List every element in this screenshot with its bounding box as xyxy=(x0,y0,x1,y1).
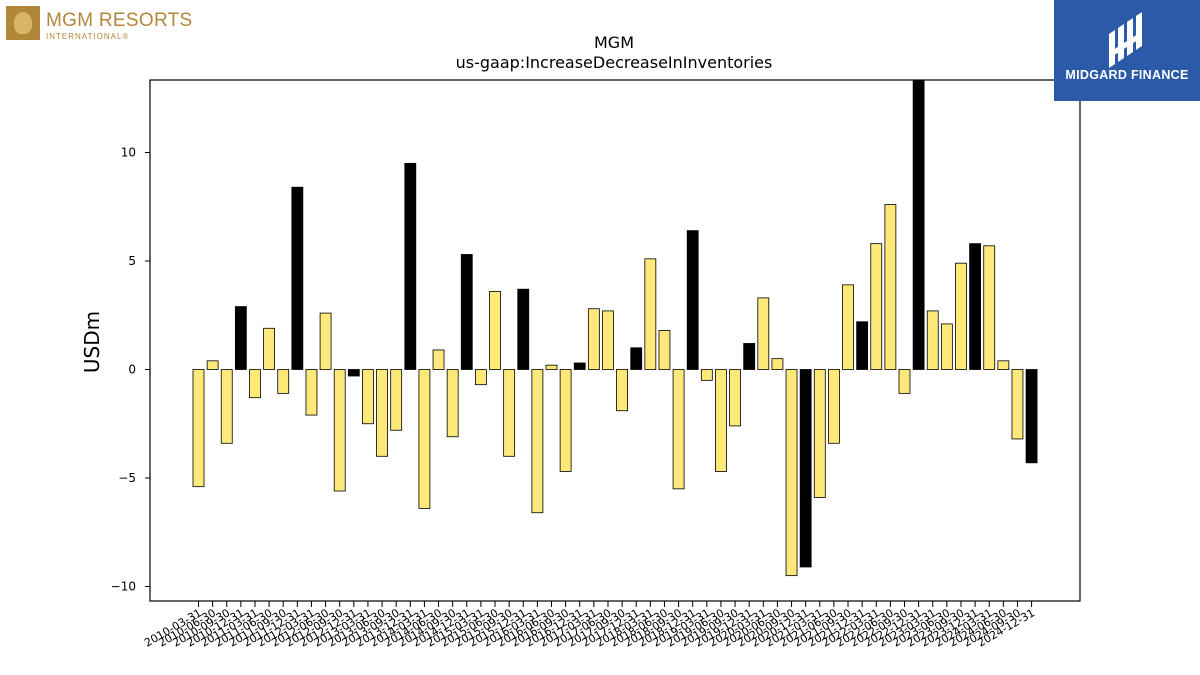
bar-2024-06-30 xyxy=(997,360,1010,370)
bar-2018-03-31 xyxy=(644,258,657,370)
x-axis: 2010-03-312010-06-302010-09-302010-12-31… xyxy=(142,601,1037,650)
bar-2011-12-31 xyxy=(291,186,304,370)
bar-2017-03-31 xyxy=(587,308,600,370)
bar-2021-03-31 xyxy=(813,369,826,498)
logo-brand-name: MIDGARD FINANCE xyxy=(1065,68,1189,82)
bar-2014-12-31 xyxy=(460,254,473,370)
bar-2018-12-31 xyxy=(686,230,699,370)
bar-2012-09-30 xyxy=(333,369,346,492)
bar-2023-12-31 xyxy=(969,243,981,370)
bar-2016-06-30 xyxy=(545,364,558,370)
plot-frame xyxy=(149,79,1081,602)
bar-2010-03-31 xyxy=(192,369,205,488)
bar-2017-12-31 xyxy=(630,347,643,370)
bar-2019-06-30 xyxy=(715,369,727,472)
bar-2018-06-30 xyxy=(658,330,671,370)
bar-2019-09-30 xyxy=(729,369,741,427)
bar-2015-12-31 xyxy=(517,288,530,370)
mgm-resorts-logo: MGM RESORTS INTERNATIONAL® xyxy=(4,4,194,44)
bar-2020-03-31 xyxy=(757,297,770,370)
bar-2010-06-30 xyxy=(206,360,219,370)
bar-2010-09-30 xyxy=(220,369,233,444)
logo-name: MGM RESORTS xyxy=(46,10,193,31)
bar-2024-09-30 xyxy=(1011,369,1024,440)
bar-2010-12-31 xyxy=(234,306,247,370)
bar-2015-06-30 xyxy=(489,290,501,370)
bar-2023-09-30 xyxy=(955,262,967,370)
bar-2022-09-30 xyxy=(898,369,911,394)
bar-2014-09-30 xyxy=(446,369,459,438)
bar-2018-09-30 xyxy=(672,369,685,490)
bar-2020-09-30 xyxy=(785,369,798,577)
bar-2017-09-30 xyxy=(616,369,628,412)
y-tick-label: −10 xyxy=(111,580,136,594)
chart-title: MGM xyxy=(594,33,634,52)
midgard-mark-icon xyxy=(1109,12,1142,68)
bar-2013-03-31 xyxy=(362,369,374,425)
y-axis: −10 −5 0 5 10 xyxy=(111,146,150,594)
bar-2021-12-31 xyxy=(856,321,869,370)
chart-subtitle: us-gaap:IncreaseDecreaseInInventories xyxy=(456,53,773,72)
bar-2015-09-30 xyxy=(503,369,516,457)
bar-2014-06-30 xyxy=(432,349,445,370)
y-tick-label: 5 xyxy=(128,254,136,268)
bar-2021-06-30 xyxy=(828,369,840,444)
bar-2019-03-31 xyxy=(700,369,713,381)
bar-2016-09-30 xyxy=(559,369,572,472)
logo-subtitle: INTERNATIONAL® xyxy=(46,32,130,41)
bar-2015-03-31 xyxy=(474,369,487,386)
y-tick-label: −5 xyxy=(118,471,136,485)
bars-group xyxy=(192,80,1038,577)
bar-2019-12-31 xyxy=(743,343,756,370)
bar-2013-12-31 xyxy=(404,162,417,370)
bar-2022-03-31 xyxy=(870,243,883,370)
y-tick-label: 0 xyxy=(128,363,136,377)
bar-2014-03-31 xyxy=(418,369,431,509)
bar-2011-06-30 xyxy=(263,327,276,370)
bar-2013-09-30 xyxy=(390,369,403,431)
bar-2016-12-31 xyxy=(573,362,586,370)
bar-2024-03-31 xyxy=(983,245,996,370)
lion-icon xyxy=(6,6,40,40)
bar-2023-06-30 xyxy=(940,323,953,370)
bar-2023-03-31 xyxy=(926,310,939,370)
y-tick-label: 10 xyxy=(121,146,136,160)
bar-2012-12-31 xyxy=(347,369,360,377)
bar-2012-03-31 xyxy=(305,369,318,416)
bar-2011-03-31 xyxy=(249,369,261,399)
bar-2011-09-30 xyxy=(277,369,290,394)
bar-2022-12-31 xyxy=(912,80,925,370)
y-axis-label: USDm xyxy=(80,311,104,373)
midgard-finance-logo: MIDGARD FINANCE xyxy=(1054,0,1200,101)
bar-2020-12-31 xyxy=(799,369,812,568)
bar-2022-06-30 xyxy=(884,204,897,370)
bar-2020-06-30 xyxy=(771,358,784,370)
bar-2016-03-31 xyxy=(531,369,544,514)
bar-2024-12-31 xyxy=(1025,369,1038,464)
bar-2012-06-30 xyxy=(319,312,332,370)
bar-2021-09-30 xyxy=(842,284,854,370)
bar-2017-06-30 xyxy=(602,310,614,370)
bar-2013-06-30 xyxy=(376,369,388,457)
